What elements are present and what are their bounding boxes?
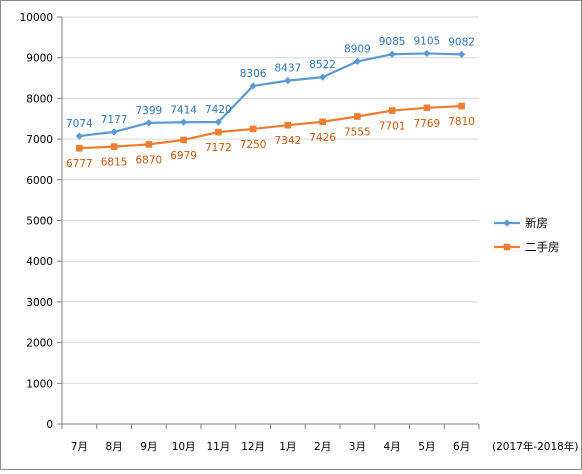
- data-label: 7769: [414, 118, 441, 130]
- data-label: 7074: [66, 118, 93, 130]
- data-label: 6979: [170, 150, 197, 162]
- legend-marker: [503, 219, 511, 227]
- y-tick-label: 4000: [26, 256, 53, 268]
- x-tick-label: 3月: [349, 441, 366, 453]
- data-point: [249, 82, 257, 90]
- x-tick-label: 8月: [106, 441, 123, 453]
- data-point: [180, 118, 188, 126]
- data-label: 7250: [240, 139, 267, 151]
- data-point: [284, 77, 292, 85]
- data-point: [145, 141, 153, 148]
- data-label: 7414: [170, 104, 197, 116]
- data-label: 7399: [136, 105, 163, 117]
- data-point: [214, 118, 222, 126]
- data-point: [215, 128, 222, 136]
- x-tick-label: 6月: [453, 441, 470, 453]
- data-label: 8909: [344, 43, 371, 55]
- data-label: 6777: [66, 158, 93, 170]
- y-tick-label: 3000: [26, 297, 53, 309]
- data-point: [458, 102, 465, 110]
- data-label: 8437: [275, 63, 302, 75]
- gridlines: [62, 16, 479, 384]
- data-label: 7172: [205, 142, 232, 154]
- data-label: 7342: [275, 135, 302, 147]
- data-point: [458, 50, 466, 58]
- data-label: 6815: [101, 157, 128, 169]
- data-point: [423, 49, 431, 58]
- legend-label: 二手房: [525, 240, 560, 254]
- series-line-new-homes: [79, 52, 462, 138]
- y-tick-label: 9000: [26, 53, 53, 65]
- legend-marker: [503, 243, 511, 251]
- x-tick-label: 2月: [314, 441, 331, 453]
- data-point: [388, 107, 396, 114]
- y-tick-label: 0: [46, 419, 53, 431]
- data-point: [353, 57, 361, 66]
- y-tick-label: 8000: [26, 93, 53, 105]
- data-point: [319, 73, 327, 81]
- data-label: 7426: [309, 132, 336, 144]
- data-label: 8306: [240, 68, 267, 80]
- data-labels: 7074 7177 7399 7414 7420 8306 8437 8522 8909 9085…: [66, 35, 475, 170]
- data-point: [354, 113, 361, 120]
- x-tick-label: 4月: [384, 441, 401, 453]
- x-tick-label: 7月: [71, 441, 88, 453]
- data-label: 6870: [136, 154, 163, 166]
- y-tick-label: 6000: [26, 175, 53, 187]
- y-tick-label: 10000: [20, 12, 53, 24]
- x-tick-label: 12月: [241, 441, 265, 453]
- data-point: [110, 128, 118, 136]
- x-tick-label: 11月: [206, 441, 230, 453]
- data-point: [249, 125, 257, 133]
- x-tick-label: 9月: [140, 441, 157, 453]
- data-point: [75, 132, 83, 140]
- data-point: [180, 136, 187, 144]
- data-label: 9105: [414, 35, 441, 47]
- data-point: [110, 143, 118, 150]
- data-point: [284, 121, 292, 129]
- y-tick-label: 2000: [26, 338, 53, 350]
- data-label: 7177: [101, 114, 128, 126]
- legend-label: 新房: [525, 216, 548, 230]
- x-tick-label: 5月: [418, 441, 435, 453]
- y-tick-label: 1000: [26, 378, 53, 390]
- data-label: 7701: [379, 121, 406, 133]
- data-point: [76, 144, 83, 152]
- data-point: [319, 118, 326, 126]
- x-axis-unit-note: (2017年-2018年): [492, 440, 578, 453]
- data-point: [423, 104, 431, 112]
- data-label: 7420: [205, 104, 232, 116]
- y-tick-label: 7000: [26, 134, 53, 146]
- x-tick-label: 1月: [279, 441, 296, 453]
- x-tick-label: 10月: [172, 441, 196, 453]
- series-layer: [75, 49, 466, 152]
- series-line-second-hand: [79, 105, 462, 150]
- data-point: [145, 119, 153, 127]
- axes: 0 1000 2000 3000 4000 5000 6000 7000 8000 9000 100…: [20, 12, 480, 453]
- data-label: 9085: [379, 36, 406, 48]
- data-label: 7555: [344, 127, 371, 139]
- data-label: 7810: [448, 116, 475, 128]
- data-label: 8522: [309, 59, 336, 71]
- y-tick-label: 5000: [26, 216, 53, 228]
- data-label: 9082: [448, 36, 475, 48]
- data-point: [388, 50, 396, 58]
